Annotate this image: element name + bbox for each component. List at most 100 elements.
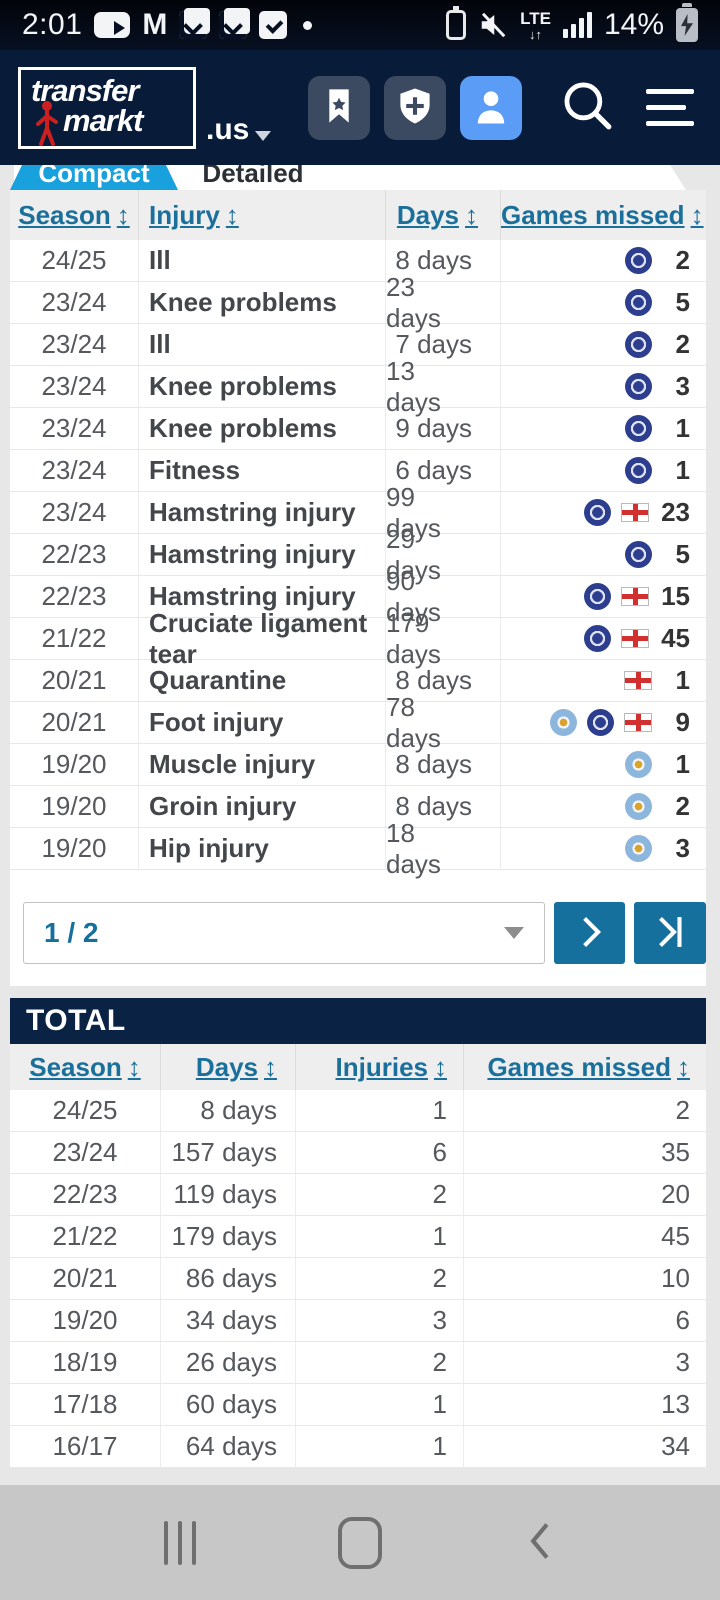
- cell-days: 179 days: [385, 608, 500, 669]
- leicester-badge-icon: [625, 835, 652, 862]
- cell-days: 34 days: [160, 1300, 295, 1341]
- cell-injuries: 2: [295, 1258, 463, 1299]
- cell-season: 23/24: [41, 497, 107, 527]
- cell-injury: Groin injury: [138, 786, 385, 827]
- cell-injury: Knee problems: [138, 282, 385, 323]
- cell-days: 119 days: [160, 1174, 295, 1215]
- cell-games: 34: [463, 1426, 706, 1467]
- england-flag-icon: [624, 713, 652, 732]
- club-badges: [625, 457, 652, 484]
- chelsea-badge-icon: [625, 373, 652, 400]
- club-badges: [625, 331, 652, 358]
- tab-detailed[interactable]: Detailed: [202, 165, 304, 188]
- chevron-right-bar-icon: [653, 913, 687, 954]
- app-header: transfer markt .us: [0, 50, 720, 165]
- cell-days: 7 days: [385, 324, 500, 365]
- cell-season: 21/22: [41, 623, 107, 653]
- cell-games: 13: [463, 1384, 706, 1425]
- injury-table-header: Season ↕ Injury ↕ Days ↕ Games missed ↕: [10, 190, 706, 240]
- cell-injuries: 1: [295, 1216, 463, 1257]
- cell-injury: Foot injury: [138, 702, 385, 743]
- injury-table-row: 20/21 Foot injury 78 days 9: [10, 692, 706, 753]
- club-badges: [625, 373, 652, 400]
- cell-injury: Quarantine: [138, 660, 385, 701]
- club-badges: [625, 835, 652, 862]
- sort-by-season[interactable]: Season ↕: [18, 199, 130, 230]
- next-page-button[interactable]: [553, 902, 626, 964]
- total-title: TOTAL: [10, 998, 706, 1044]
- injury-table-row: 23/24 Knee problems 9 days 1: [10, 408, 706, 450]
- bookmarks-button[interactable]: [308, 75, 370, 140]
- games-count: 2: [675, 329, 690, 359]
- last-page-button[interactable]: [634, 902, 706, 964]
- chelsea-badge-icon: [584, 499, 612, 526]
- account-button[interactable]: [460, 75, 522, 140]
- england-flag-icon: [621, 629, 650, 648]
- cell-season: 24/25: [41, 245, 107, 275]
- cell-games: 45: [463, 1216, 706, 1257]
- injury-table-row: 19/20 Hip injury 18 days 3: [10, 818, 706, 879]
- sort-icon: ↕: [116, 199, 130, 230]
- shield-plus-icon: [397, 87, 433, 128]
- total-table-row: 17/18 60 days 1 13: [10, 1384, 706, 1426]
- chevron-down-icon: [503, 927, 524, 939]
- sort-by-injury[interactable]: Injury ↕: [149, 199, 239, 230]
- admin-shield-button[interactable]: [384, 75, 446, 140]
- total-sort-by-days[interactable]: Days ↕: [195, 1051, 277, 1082]
- sort-icon: ↕: [690, 199, 704, 230]
- sort-by-games-missed[interactable]: Games missed ↕: [501, 199, 704, 230]
- total-table-row: 18/19 26 days 2 3: [10, 1342, 706, 1384]
- cell-injury: Ill: [138, 240, 385, 281]
- total-sort-by-injuries[interactable]: Injuries ↕: [335, 1051, 447, 1082]
- cell-games: 6: [463, 1300, 706, 1341]
- club-badges: [625, 751, 652, 778]
- mute-icon: [478, 10, 508, 40]
- cell-days: 8 days: [385, 660, 500, 701]
- menu-icon[interactable]: [646, 89, 694, 126]
- cell-games: 35: [463, 1132, 706, 1173]
- cell-season: 20/21: [41, 665, 107, 695]
- transfermarkt-logo[interactable]: transfer markt .us: [18, 66, 272, 149]
- cell-season: 23/24: [41, 371, 107, 401]
- games-count: 1: [675, 665, 690, 695]
- cell-season: 16/17: [52, 1431, 118, 1461]
- cell-injuries: 2: [295, 1342, 463, 1383]
- total-sort-by-games-missed[interactable]: Games missed ↕: [487, 1051, 690, 1082]
- cell-season: 19/20: [41, 749, 107, 779]
- cell-injury: Knee problems: [138, 366, 385, 407]
- cell-injury: Cruciate ligament tear: [138, 608, 385, 669]
- home-button[interactable]: [315, 1498, 405, 1588]
- back-button[interactable]: [495, 1498, 585, 1588]
- total-table-row: 19/20 34 days 3 6: [10, 1300, 706, 1342]
- cell-days: 13 days: [385, 356, 500, 417]
- cell-injuries: 6: [295, 1132, 463, 1173]
- injury-table-row: 23/24 Knee problems 13 days 3: [10, 356, 706, 417]
- logo-text-line2: markt: [63, 102, 143, 138]
- sort-by-days[interactable]: Days ↕: [396, 199, 478, 230]
- battery-percent: 14%: [603, 8, 664, 41]
- cell-games: 2: [463, 1090, 706, 1131]
- injury-table-row: 19/20 Muscle injury 8 days 1: [10, 744, 706, 786]
- search-icon[interactable]: [558, 76, 616, 139]
- status-bar: 2:01 M LTE ↓↑ 14%: [0, 0, 720, 50]
- games-count: 9: [675, 707, 690, 737]
- cell-days: 23 days: [385, 272, 500, 333]
- club-badges: [625, 793, 652, 820]
- club-badges: [625, 415, 652, 442]
- chelsea-badge-icon: [584, 625, 612, 652]
- games-count: 5: [675, 539, 690, 569]
- cell-injuries: 3: [295, 1300, 463, 1341]
- cell-days: 157 days: [160, 1132, 295, 1173]
- cell-season: 22/23: [41, 581, 107, 611]
- tab-compact[interactable]: Compact: [10, 165, 178, 190]
- page-select[interactable]: 1 / 2: [23, 902, 545, 964]
- cell-season: 20/21: [52, 1263, 118, 1293]
- cell-season: 23/24: [41, 329, 107, 359]
- current-page: 1 / 2: [44, 917, 99, 948]
- cell-injury: Hamstring injury: [138, 576, 385, 617]
- total-sort-by-season[interactable]: Season ↕: [29, 1051, 141, 1082]
- recent-apps-button[interactable]: [135, 1498, 225, 1588]
- club-badges: [625, 541, 652, 568]
- chelsea-badge-icon: [625, 415, 652, 442]
